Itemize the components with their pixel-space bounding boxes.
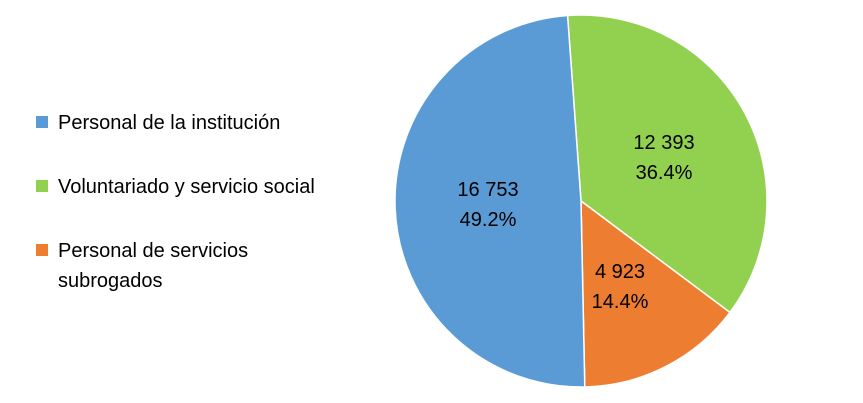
pie-slice-personal-institucion: [394, 14, 586, 388]
pie-slice-servicios-subrogados: [580, 199, 731, 388]
legend-item-servicios-subrogados: Personal de servicios subrogados: [36, 236, 298, 296]
pie-slice-voluntariado: [566, 14, 768, 314]
legend-label: Personal de la institución: [58, 112, 281, 134]
pie-data-labels: 16 753 49.2% 12 393 36.4% 4 923 14.4%: [457, 132, 694, 313]
data-label-value-0: 16 753: [457, 179, 518, 201]
legend-label: Voluntariado y servicio social: [58, 176, 315, 198]
data-label-value-1: 12 393: [633, 132, 694, 154]
legend-label: Personal de servicios subrogados: [58, 240, 249, 292]
data-label-percent-0: 49.2%: [460, 209, 517, 231]
data-label-value-2: 4 923: [595, 261, 645, 283]
pie-slices: [394, 14, 768, 388]
data-label-percent-1: 36.4%: [636, 162, 693, 184]
legend-swatch-orange: [36, 244, 48, 256]
legend-item-voluntariado: Voluntariado y servicio social: [36, 172, 348, 202]
legend-swatch-green: [36, 180, 48, 192]
legend-item-personal-institucion: Personal de la institución: [36, 108, 348, 138]
data-label-percent-2: 14.4%: [592, 291, 649, 313]
legend-swatch-blue: [36, 116, 48, 128]
